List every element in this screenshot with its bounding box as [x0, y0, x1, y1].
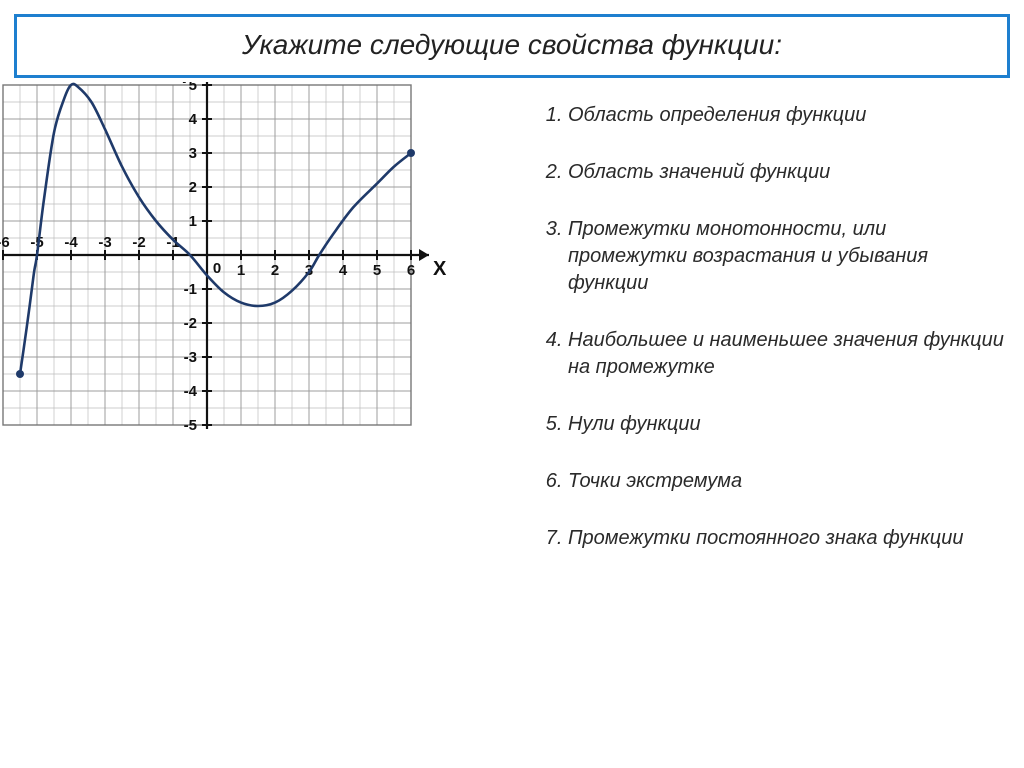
properties-list: Область определения функции Область значе… [540, 102, 1010, 582]
svg-text:-3: -3 [98, 234, 111, 251]
property-item-3: Промежутки монотонности, или промежутки … [568, 216, 1010, 297]
svg-text:2: 2 [189, 179, 197, 196]
title-frame: Укажите следующие свойства функции: [14, 14, 1010, 78]
svg-text:1: 1 [237, 262, 245, 279]
svg-text:0: 0 [213, 260, 221, 277]
chart-axes [3, 82, 429, 429]
svg-text:-1: -1 [184, 281, 197, 298]
property-item-7: Промежутки постоянного знака функции [568, 525, 1010, 552]
svg-text:2: 2 [271, 262, 279, 279]
property-item-2: Область значений функции [568, 159, 1010, 186]
svg-text:-3: -3 [184, 349, 197, 366]
property-item-6: Точки экстремума [568, 468, 1010, 495]
function-curve [20, 84, 412, 374]
svg-text:4: 4 [339, 262, 348, 279]
page-title: Укажите следующие свойства функции: [17, 17, 1007, 75]
svg-text:5: 5 [373, 262, 381, 279]
svg-text:6: 6 [407, 262, 415, 279]
property-item-5: Нули функции [568, 411, 1010, 438]
svg-text:1: 1 [189, 213, 197, 230]
svg-text:-2: -2 [184, 315, 197, 332]
curve-endpoint-1 [16, 370, 24, 378]
curve-endpoint-2 [407, 149, 415, 157]
property-item-1: Область определения функции [568, 102, 1010, 129]
property-item-4: Наибольшее и наименьшее значения функции… [568, 327, 1010, 381]
chart-ticks: -6-5-4-3-2-1123456-5-4-3-2-1123450XY [0, 82, 447, 434]
svg-text:3: 3 [189, 145, 197, 162]
svg-text:4: 4 [189, 111, 198, 128]
svg-text:-5: -5 [184, 417, 197, 434]
svg-text:-4: -4 [184, 383, 198, 400]
svg-text:-6: -6 [0, 234, 10, 251]
main-area: -6-5-4-3-2-1123456-5-4-3-2-1123450XY Обл… [0, 82, 1024, 762]
svg-text:X: X [433, 258, 447, 280]
svg-text:-4: -4 [64, 234, 78, 251]
svg-text:Y: Y [178, 82, 192, 88]
svg-text:-2: -2 [132, 234, 145, 251]
function-chart: -6-5-4-3-2-1123456-5-4-3-2-1123450XY [0, 82, 460, 512]
